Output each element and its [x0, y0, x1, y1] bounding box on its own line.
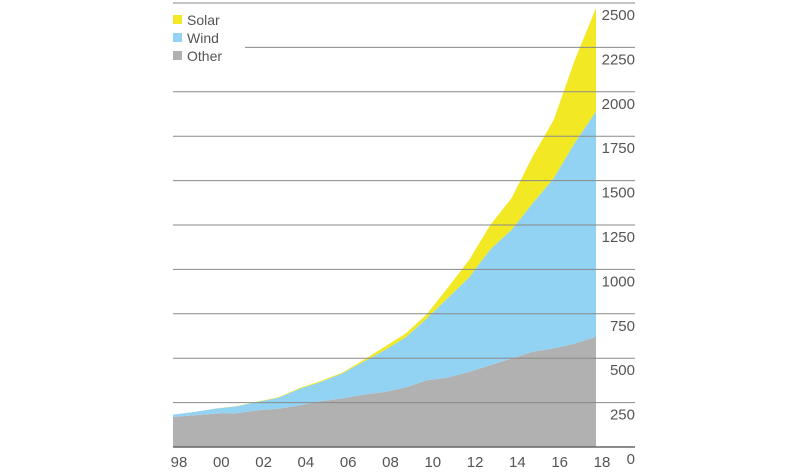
x-tick-label: 14 [509, 454, 526, 469]
legend-swatch-wind [173, 33, 182, 42]
x-tick-label: 16 [551, 454, 568, 469]
y-tick-label: 1250 [602, 229, 635, 246]
area-solar [173, 7, 596, 415]
y-tick-label: 0 [627, 451, 635, 468]
y-tick-label: 250 [610, 407, 635, 424]
y-tick-label: 500 [610, 362, 635, 379]
x-tick-label: 08 [382, 454, 399, 469]
y-tick-label: 750 [610, 318, 635, 335]
y-tick-label: 1750 [602, 140, 635, 157]
legend-label-other: Other [187, 48, 222, 64]
x-tick-label: 04 [298, 454, 315, 469]
legend-swatch-other [173, 51, 182, 60]
area-wind [173, 111, 596, 417]
y-tick-label: 1500 [602, 185, 635, 202]
y-tick-label: 2250 [602, 51, 635, 68]
x-tick-label: 06 [340, 454, 357, 469]
x-tick-label: 98 [171, 454, 188, 469]
x-tick-label: 12 [467, 454, 484, 469]
y-tick-label: 2500 [602, 7, 635, 24]
legend-label-wind: Wind [187, 30, 219, 46]
legend-swatch-solar [173, 15, 182, 24]
x-tick-label: 18 [594, 454, 611, 469]
x-tick-label: 02 [255, 454, 272, 469]
x-tick-label: 00 [213, 454, 230, 469]
legend-label-solar: Solar [187, 12, 220, 28]
y-tick-label: 2000 [602, 96, 635, 113]
x-tick-label: 10 [424, 454, 441, 469]
y-tick-label: 1000 [602, 273, 635, 290]
